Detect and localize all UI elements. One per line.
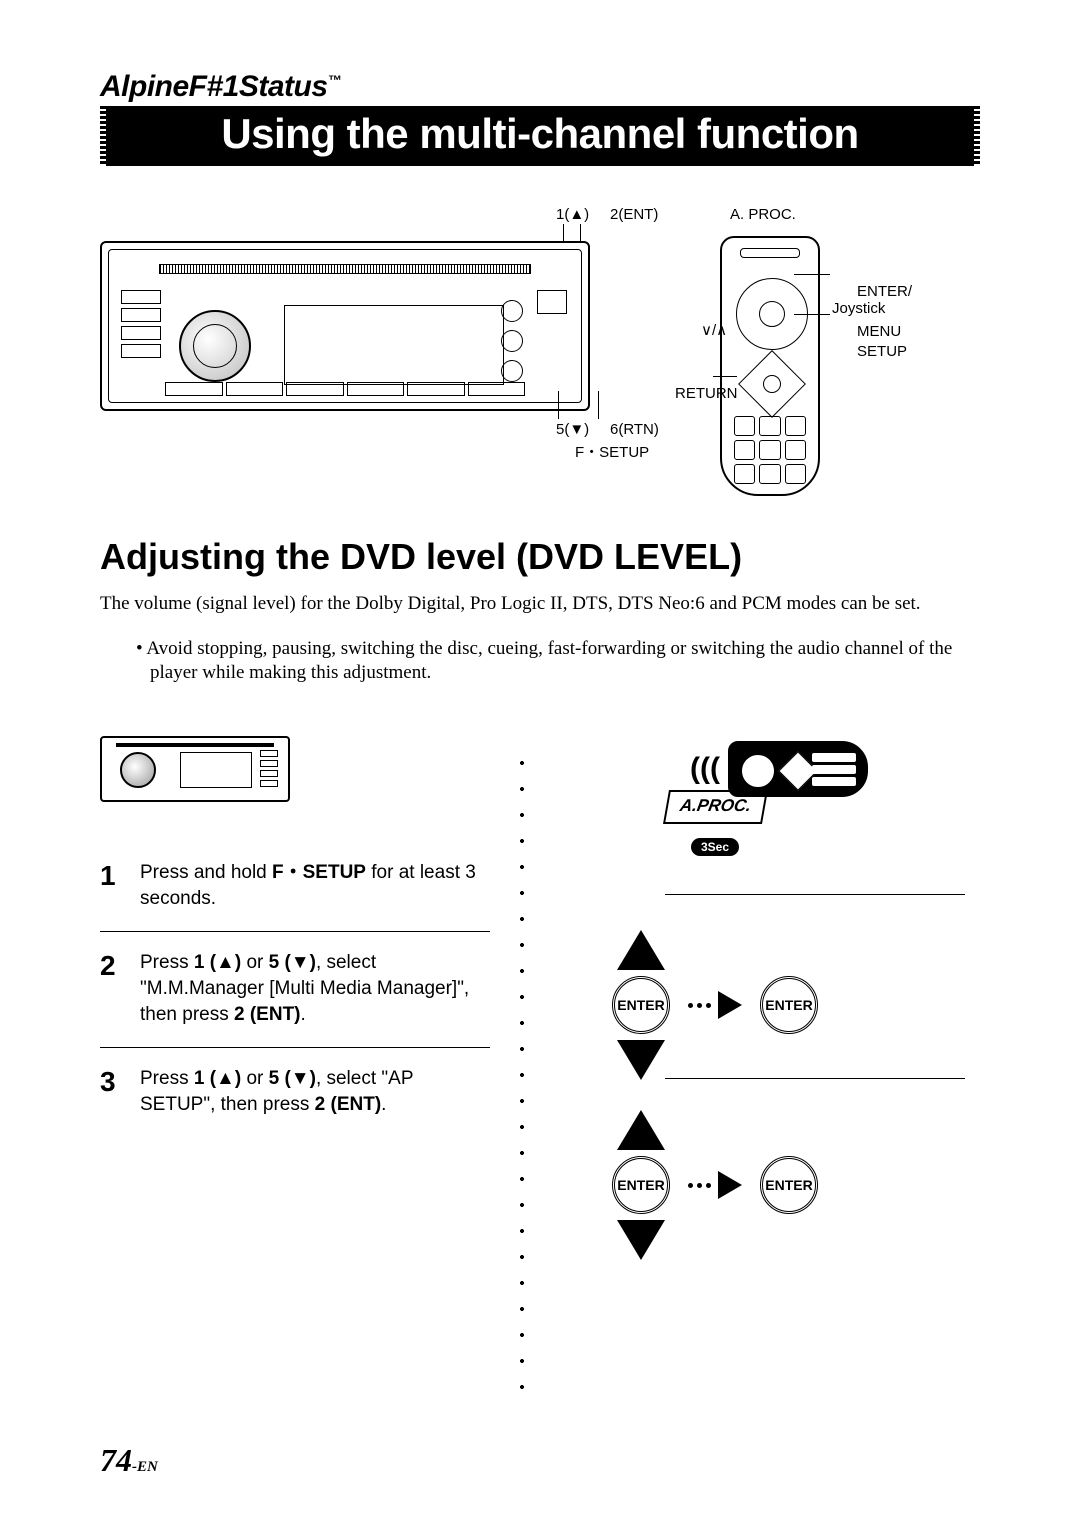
- callout-fsetup-text: F・SETUP: [575, 444, 649, 461]
- remote-button-row: [734, 416, 806, 436]
- step-separator-right: [665, 1078, 965, 1079]
- mini-display: [180, 752, 252, 788]
- mini-remote-icon: [728, 741, 868, 797]
- aproc-button-icon: A.PROC.: [663, 790, 768, 824]
- remote-nav-diamond: [738, 350, 806, 418]
- arrow-down-icon: [617, 1220, 665, 1260]
- arrow-up-icon: [617, 930, 665, 970]
- callout-5-text: 5(▼): [556, 421, 589, 438]
- nav-group: ENTER ENTER: [565, 1110, 865, 1260]
- head-unit-illustration: [100, 241, 590, 411]
- document-page: AlpineF#1Status™ Using the multi-channel…: [0, 0, 1080, 1529]
- dot-icon: [706, 1003, 711, 1008]
- brand-line: AlpineF#1Status™: [100, 70, 980, 104]
- step-number: 2: [100, 950, 124, 1027]
- mini-slot: [116, 743, 274, 747]
- arrow-down-icon: [617, 1040, 665, 1080]
- callout-up-down: ∨/∧: [676, 304, 727, 356]
- callout-fsetup: F・SETUP: [575, 441, 649, 462]
- arrow-right-icon: [718, 991, 742, 1019]
- dot-icon: [688, 1183, 693, 1188]
- brand-tm: ™: [328, 72, 342, 88]
- step-left: 2 Press 1 (▲) or 5 (▼), select "M.M.Mana…: [100, 950, 490, 1027]
- note-bullet: Avoid stopping, pausing, switching the d…: [150, 637, 980, 686]
- dot-icon: [697, 1003, 702, 1008]
- hold-3sec-pill: 3Sec: [691, 838, 739, 856]
- page-number: 74-EN: [100, 1442, 158, 1479]
- volume-knob: [179, 310, 251, 382]
- mini-remote-knob: [740, 753, 776, 789]
- callout-5-down: 5(▼): [556, 421, 589, 438]
- remote-button-row: [734, 464, 806, 484]
- mini-remote-rows: [812, 753, 856, 786]
- brand-text: AlpineF#1Status: [100, 70, 328, 103]
- preset-button-row: [165, 382, 525, 396]
- callout-va-text: ∨/∧: [701, 322, 727, 339]
- signal-waves-icon: (((: [690, 752, 720, 786]
- leader-line: [794, 274, 830, 275]
- then-arrow-icon: [688, 1171, 742, 1199]
- up-down-arrows: ENTER: [612, 1110, 670, 1260]
- step-number: 3: [100, 1066, 124, 1117]
- page-number-suffix: -EN: [132, 1459, 158, 1475]
- callout-return: RETURN: [650, 368, 738, 436]
- callout-1-up-text: 1(▲): [556, 206, 589, 223]
- mini-knob: [120, 752, 156, 788]
- mini-bars: [260, 750, 278, 787]
- head-unit-bezel: [108, 249, 582, 403]
- step-text: Press 1 (▲) or 5 (▼), select "M.M.Manage…: [140, 950, 490, 1027]
- up-down-arrows: ENTER: [612, 930, 670, 1080]
- disc-slot: [159, 264, 531, 274]
- step-number: 1: [100, 860, 124, 911]
- remote-step-3: ENTER ENTER: [565, 1110, 865, 1260]
- step-text: Press and hold F・SETUP for at least 3 se…: [140, 860, 490, 911]
- nav-group: ENTER ENTER: [565, 930, 865, 1080]
- left-button-stack: [121, 290, 161, 358]
- leader-line: [598, 391, 599, 419]
- dot-icon: [706, 1183, 711, 1188]
- remote-button-row: [734, 440, 806, 460]
- enter-circle-icon: ENTER: [760, 976, 818, 1034]
- step-left: 1 Press and hold F・SETUP for at least 3 …: [100, 860, 490, 911]
- callout-aproc-text: A. PROC.: [730, 206, 796, 223]
- dot-icon: [697, 1183, 702, 1188]
- step-left: 3 Press 1 (▲) or 5 (▼), select "AP SETUP…: [100, 1066, 490, 1117]
- main-title: Using the multi-channel function: [106, 106, 974, 166]
- leader-line: [794, 314, 830, 315]
- step-separator-right: [665, 894, 965, 895]
- callout-2-ent-text: 2(ENT): [610, 206, 658, 223]
- section-heading: Adjusting the DVD level (DVD LEVEL): [100, 536, 980, 578]
- callout-return-text: RETURN: [675, 385, 738, 402]
- mini-remote-wrap: (((: [690, 741, 868, 797]
- callout-aproc: A. PROC.: [730, 206, 796, 223]
- step-text: Press 1 (▲) or 5 (▼), select "AP SETUP",…: [140, 1066, 490, 1117]
- diagram-area: 1(▲) 2(ENT) A. PROC. 5(▼): [100, 206, 980, 506]
- intro-paragraph: The volume (signal level) for the Dolby …: [100, 592, 980, 617]
- arrow-up-icon: [617, 1110, 665, 1150]
- eject-button: [537, 290, 567, 314]
- leader-line: [713, 376, 737, 377]
- callout-setup-text: SETUP: [857, 343, 907, 360]
- title-band: Using the multi-channel function: [100, 106, 980, 166]
- enter-circle-icon: ENTER: [760, 1156, 818, 1214]
- callout-2-ent: 2(ENT): [610, 206, 658, 223]
- remote-step-1: A.PROC. 3Sec: [565, 790, 865, 856]
- arrow-right-icon: [718, 1171, 742, 1199]
- then-arrow-icon: [688, 991, 742, 1019]
- leader-line: [558, 391, 559, 419]
- page-number-value: 74: [100, 1442, 132, 1478]
- remote-illustration: [720, 236, 820, 496]
- remote-step-2: ENTER ENTER: [565, 930, 865, 1080]
- enter-circle-icon: ENTER: [612, 976, 670, 1034]
- mini-head-unit-icon: [100, 736, 290, 802]
- lcd-display: [284, 305, 504, 385]
- callout-setup: SETUP: [832, 326, 907, 377]
- right-button-column: [501, 300, 523, 382]
- dot-icon: [688, 1003, 693, 1008]
- callout-1-up: 1(▲): [556, 206, 589, 223]
- enter-circle-icon: ENTER: [612, 1156, 670, 1214]
